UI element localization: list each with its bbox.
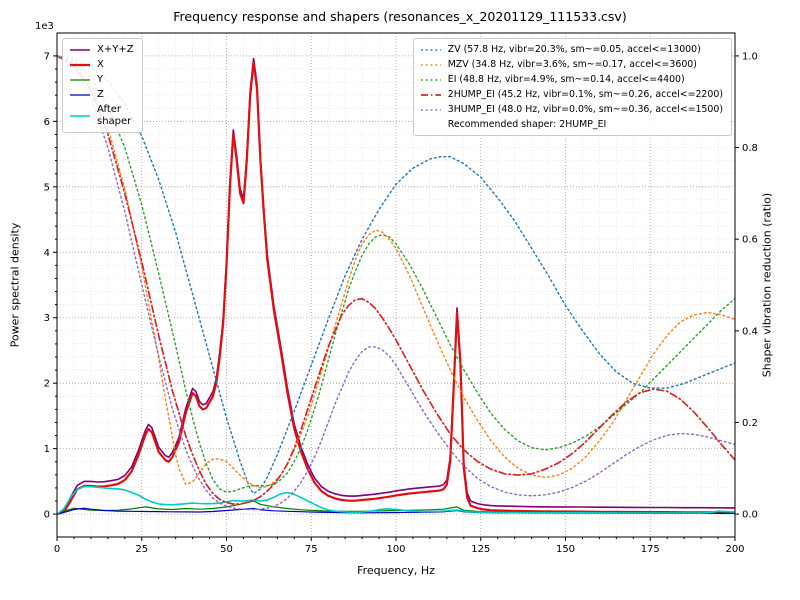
series-EI <box>57 55 735 493</box>
x-axis-label: Frequency, Hz <box>357 564 435 577</box>
series-2HUMP_EI <box>57 55 735 505</box>
y-left-tick-label: 5 <box>44 182 50 193</box>
x-tick-label: 150 <box>556 544 575 555</box>
series-MZV <box>57 55 735 489</box>
legend-entry-2hump-ei: 2HUMP_EI (45.2 Hz, vibr=0.1%, sm~=0.26, … <box>420 89 723 101</box>
z-line-swatch <box>70 94 90 96</box>
legend-label: After shaper <box>97 104 132 127</box>
legend-label: MZV (34.8 Hz, vibr=3.6%, sm~=0.17, accel… <box>447 58 697 70</box>
series-ZV <box>57 55 735 495</box>
legend-label: EI (48.8 Hz, vibr=4.9%, sm~=0.14, accel<… <box>447 73 685 85</box>
after-shaper-line-swatch <box>70 114 90 117</box>
ei-line-swatch <box>420 79 441 81</box>
legend-entry-x: X <box>69 59 134 71</box>
legend-label: 3HUMP_EI (48.0 Hz, vibr=0.0%, sm~=0.36, … <box>447 103 723 115</box>
x-tick-label: 100 <box>386 544 405 555</box>
series-X+Y+Z <box>57 57 735 515</box>
ticks <box>53 55 739 541</box>
legend-label: 2HUMP_EI (45.2 Hz, vibr=0.1%, sm~=0.26, … <box>447 88 723 100</box>
y-right-tick-label: 1.0 <box>742 51 758 62</box>
x-tick-label: 75 <box>305 544 318 555</box>
legend-entry-mzv: MZV (34.8 Hz, vibr=3.6%, sm~=0.17, accel… <box>420 59 723 71</box>
recommended-shaper-note: Recommended shaper: 2HUMP_EI <box>447 119 607 130</box>
legend-label: X+Y+Z <box>97 44 134 56</box>
y-right-tick-label: 0.6 <box>742 235 758 246</box>
legend-entry-y: Y <box>69 74 134 86</box>
y-right-tick-label: 0.4 <box>742 326 758 337</box>
legend-entry-zv: ZV (57.8 Hz, vibr=20.3%, sm~=0.05, accel… <box>420 44 723 56</box>
x-tick-label: 50 <box>220 544 233 555</box>
y-left-tick-label: 0 <box>44 510 50 521</box>
legend-entry-3hump-ei: 3HUMP_EI (48.0 Hz, vibr=0.0%, sm~=0.36, … <box>420 104 723 116</box>
zv-line-swatch <box>420 49 441 51</box>
legend-entry-z: Z <box>69 89 134 101</box>
series-X <box>57 61 735 516</box>
tick-labels: 0 25 50 75 100 125 150 175 200 0 1 2 3 4 5 6 7 0.0 0.2 0.4 0… <box>44 51 758 555</box>
legend-label: ZV (57.8 Hz, vibr=20.3%, sm~=0.05, accel… <box>447 43 701 55</box>
x-tick-label: 25 <box>135 544 148 555</box>
mzv-line-swatch <box>420 64 441 66</box>
series-3HUMP_EI <box>57 55 735 511</box>
legend-label: Z <box>97 89 104 101</box>
y-right-tick-label: 0.2 <box>742 418 758 429</box>
y-line-swatch <box>70 79 90 81</box>
legend-entry-xyz: X+Y+Z <box>69 44 134 56</box>
y-left-tick-label: 2 <box>44 379 50 390</box>
chart-title: Frequency response and shapers (resonanc… <box>173 9 627 24</box>
x-line-swatch <box>70 63 90 67</box>
3hump-ei-line-swatch <box>420 109 441 111</box>
y-right-tick-label: 0.8 <box>742 143 758 154</box>
x-tick-label: 175 <box>641 544 660 555</box>
y-left-tick-label: 7 <box>44 51 50 62</box>
legend-label: X <box>97 59 104 71</box>
xyz-line-swatch <box>70 49 90 51</box>
legend-entry-ei: EI (48.8 Hz, vibr=4.9%, sm~=0.14, accel<… <box>420 74 723 86</box>
legend-shapers: ZV (57.8 Hz, vibr=20.3%, sm~=0.05, accel… <box>412 38 732 136</box>
y-left-tick-label: 6 <box>44 117 50 128</box>
x-tick-label: 200 <box>725 544 744 555</box>
legend-psd: X+Y+Z X Y Z After shaper <box>62 38 143 133</box>
y-left-tick-label: 4 <box>44 248 50 259</box>
2hump-ei-line-swatch <box>420 94 441 96</box>
legend-entry-after-shaper: After shaper <box>69 104 134 127</box>
x-tick-label: 125 <box>471 544 490 555</box>
y-left-tick-label: 1 <box>44 444 50 455</box>
y-right-tick-label: 0.0 <box>742 510 758 521</box>
y-left-tick-label: 3 <box>44 313 50 324</box>
legend-label: Y <box>97 74 104 86</box>
y-axis-offset-label: 1e3 <box>35 21 54 32</box>
series-After-shaper <box>57 485 735 515</box>
x-tick-label: 0 <box>54 544 60 555</box>
